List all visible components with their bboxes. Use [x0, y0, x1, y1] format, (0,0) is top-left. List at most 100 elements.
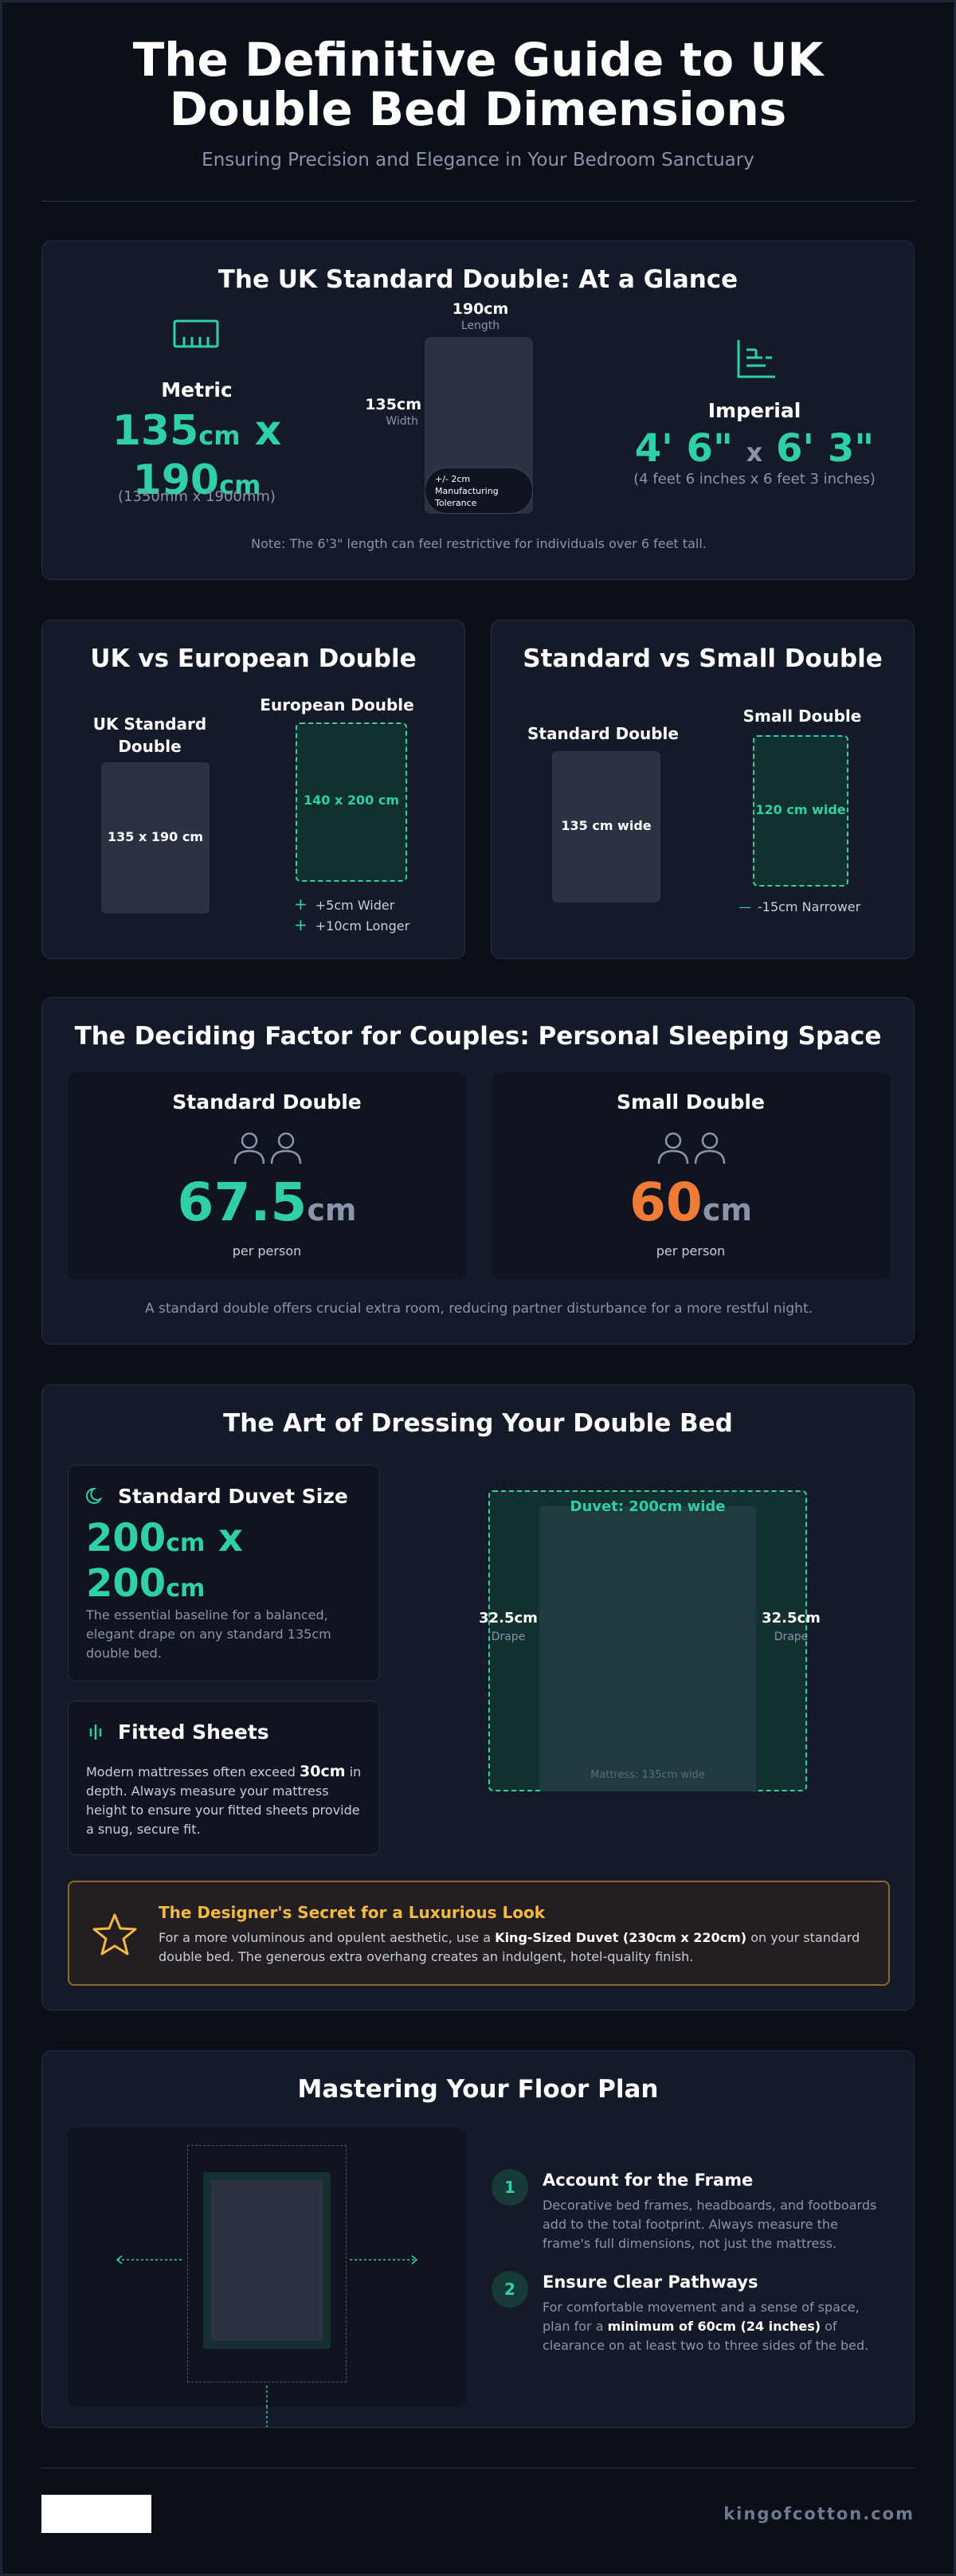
sheets-desc-post: in depth. Always measure your mattress h… — [86, 1764, 362, 1837]
clearance-arrow-down — [266, 2406, 268, 2427]
small-space-panel: Small Double 60cm per person — [492, 1073, 890, 1280]
small-diff: — -15cm Narrower — [739, 899, 860, 914]
secret-post: on your standard double bed. The generou… — [159, 1930, 860, 1964]
footer-site-link[interactable]: kingofcotton.com — [723, 2504, 915, 2523]
designer-secret-title: The Designer's Secret for a Luxurious Lo… — [159, 1903, 546, 1922]
page-title-line2: Double Bed Dimensions — [169, 82, 787, 136]
length-label: Length — [460, 319, 500, 332]
glance-card: The UK Standard Double: At a Glance Metr… — [41, 241, 915, 580]
plus-icon: + — [294, 915, 308, 934]
couples-card: The Deciding Factor for Couples: Persona… — [41, 997, 915, 1345]
metric-length: 190 — [132, 456, 220, 504]
eu-diff-longer-text: +10cm Longer — [315, 918, 410, 934]
page-header: The Definitive Guide to UK Double Bed Di… — [0, 35, 956, 170]
step-2-title: Ensure Clear Pathways — [543, 2273, 758, 2292]
small-bed-dims: 120 cm wide — [755, 802, 846, 817]
designer-secret-desc: For a more voluminous and opulent aesthe… — [159, 1928, 868, 1967]
small-diff-text: -15cm Narrower — [758, 899, 861, 914]
eu-diff-longer: + +10cm Longer — [294, 915, 409, 934]
duvet-h: 200 — [86, 1561, 167, 1606]
small-space-per: per person — [656, 1243, 726, 1259]
tolerance-line3: Tolerance — [435, 498, 477, 508]
metric-dimensions: 135cm x 190cm — [77, 409, 316, 507]
imperial-x: x — [746, 437, 763, 468]
metric-unit-2: cm — [219, 470, 261, 500]
metric-width: 135 — [112, 407, 199, 455]
dressing-title: The Art of Dressing Your Double Bed — [223, 1409, 733, 1438]
imperial-width: 4' 6" — [634, 426, 733, 471]
width-value: 135cm — [365, 396, 421, 413]
standard-space-number: 67.5 — [177, 1172, 308, 1233]
uk-bed-shape: 135 x 190 cm — [101, 762, 210, 914]
ruler-icon — [173, 319, 219, 348]
step-2-desc-post: of clearance on at least two to three si… — [543, 2319, 869, 2353]
imperial-words: (4 feet 6 inches x 6 feet 3 inches) — [633, 471, 876, 487]
small-label: Small Double — [742, 707, 862, 726]
imperial-dimensions: 4' 6" x 6' 3" — [611, 426, 898, 471]
std-label: Standard Double — [527, 724, 679, 743]
standard-space-unit: cm — [307, 1192, 357, 1227]
eu-diff-wider-text: +5cm Wider — [315, 898, 395, 913]
fitted-sheet-icon — [89, 1725, 102, 1740]
uk-vs-eu-card: UK vs European Double UK Standard Double… — [41, 620, 465, 959]
std-bed-dims: 135 cm wide — [561, 818, 652, 833]
tolerance-line2: Manufacturing — [435, 486, 499, 496]
small-space-value: 60cm — [492, 1175, 890, 1238]
clearance-arrows — [116, 2255, 418, 2406]
duvet-x: x — [217, 1516, 243, 1560]
width-label: Width — [386, 415, 418, 428]
glance-title: The UK Standard Double: At a Glance — [217, 265, 739, 294]
standard-space-panel: Standard Double 67.5cm per person — [68, 1073, 466, 1280]
metric-unit: cm — [198, 421, 241, 451]
header-divider — [41, 201, 915, 202]
right-drape-label: Drape — [774, 1631, 809, 1643]
eu-double-label: European Double — [260, 695, 414, 714]
step-1-badge: 1 — [492, 2169, 528, 2206]
small-space-label: Small Double — [617, 1090, 765, 1114]
duvet-dimensions: 200cm x 200cm — [86, 1518, 243, 1609]
page-title-line1: The Definitive Guide to UK — [132, 33, 824, 87]
imperial-length: 6' 3" — [776, 426, 875, 471]
plus-icon: + — [294, 895, 308, 914]
brand-logo[interactable] — [41, 2495, 151, 2533]
metric-label: Metric — [161, 378, 233, 401]
sheets-desc-pre: Modern mattresses often exceed — [86, 1764, 300, 1779]
two-persons-icon — [233, 1132, 302, 1165]
eu-bed-dims: 140 x 200 cm — [304, 793, 399, 808]
tape-measure-icon — [737, 340, 775, 378]
left-drape-label: Drape — [491, 1631, 526, 1643]
sheets-title: Fitted Sheets — [118, 1721, 269, 1744]
couples-title: The Deciding Factor for Couples: Persona… — [74, 1022, 882, 1051]
length-value: 190cm — [452, 300, 509, 318]
floor-plan-card: Mastering Your Floor Plan 1 Account for … — [41, 2050, 915, 2428]
standard-space-value: 67.5cm — [68, 1175, 466, 1238]
duvet-desc: The essential baseline for a balanced, e… — [86, 1607, 331, 1661]
small-space-number: 60 — [629, 1172, 703, 1233]
floor-plan-diagram — [68, 2128, 466, 2406]
right-drape-value: 32.5cm — [762, 1610, 821, 1627]
duvet-unit-2: cm — [166, 1575, 206, 1603]
duvet-w: 200 — [86, 1516, 167, 1560]
uk-standard-label: UK Standard Double — [82, 713, 217, 758]
eu-bed-shape: 140 x 200 cm — [296, 722, 407, 882]
mattress-shape — [539, 1506, 756, 1791]
duvet-width-label: Duvet: 200cm wide — [570, 1498, 726, 1515]
small-bed-shape: 120 cm wide — [753, 735, 848, 887]
step-1-desc: Decorative bed frames, headboards, and f… — [543, 2198, 877, 2251]
secret-pre: For a more voluminous and opulent aesthe… — [159, 1930, 496, 1945]
couples-note: A standard double offers crucial extra r… — [144, 1301, 813, 1317]
standard-space-label: Standard Double — [172, 1090, 362, 1114]
uk-bed-dims: 135 x 190 cm — [108, 829, 203, 844]
left-drape-value: 32.5cm — [479, 1610, 538, 1627]
moon-icon — [86, 1487, 103, 1504]
glance-note: Note: The 6'3" length can feel restricti… — [251, 536, 707, 551]
minus-icon: — — [739, 899, 751, 914]
std-bed-shape: 135 cm wide — [552, 751, 660, 902]
step-1-title: Account for the Frame — [543, 2171, 754, 2190]
duvet-panel: Standard Duvet Size 200cm x 200cm The es… — [68, 1465, 380, 1681]
star-icon — [92, 1913, 137, 1955]
metric-mm: (1350mm x 1900mm) — [118, 488, 276, 505]
step-2-desc-bold: minimum of 60cm (24 inches) — [607, 2319, 821, 2334]
page-subtitle: Ensuring Precision and Elegance in Your … — [202, 150, 754, 170]
